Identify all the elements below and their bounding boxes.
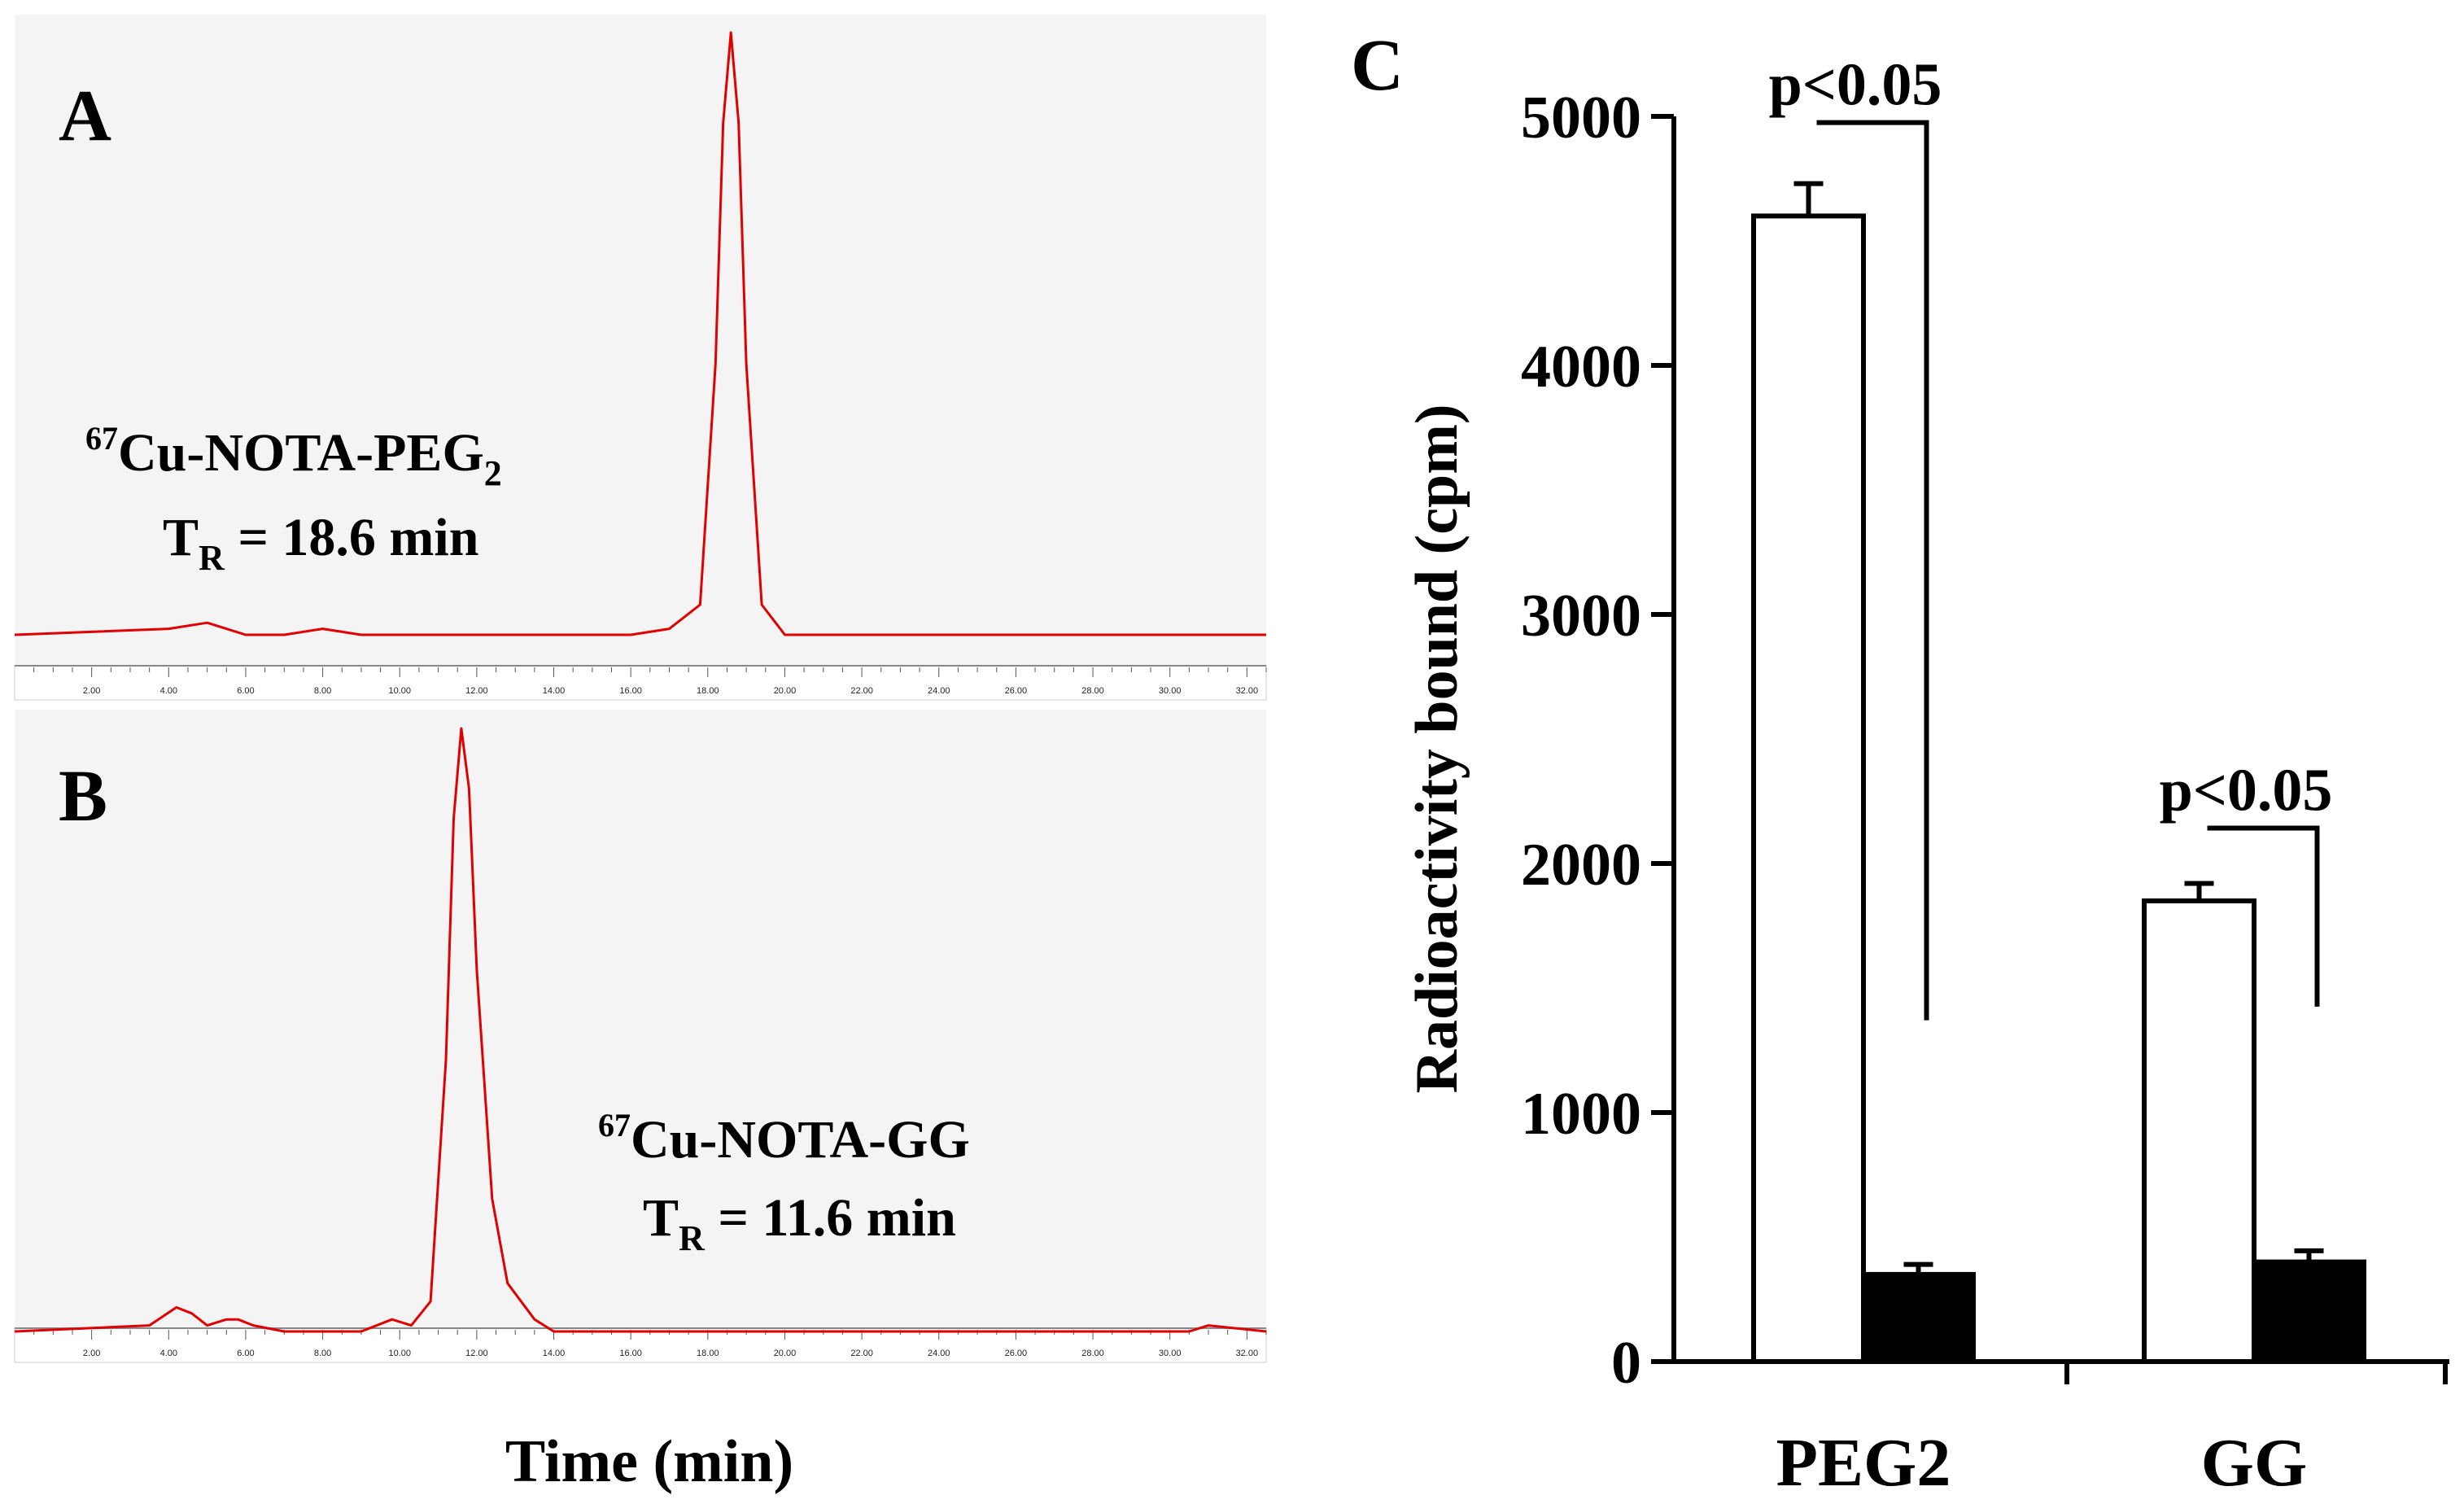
- y-tick-label: 2000: [1521, 832, 1641, 898]
- category-label: GG: [2201, 1425, 2308, 1501]
- time-tick-label: 32.00: [1236, 686, 1259, 696]
- panel-b-retention-time: TR = 11.6 min: [643, 1188, 956, 1258]
- time-tick-label: 20.00: [774, 686, 797, 696]
- time-tick-label: 24.00: [928, 1349, 950, 1358]
- y-tick-label: 5000: [1521, 85, 1641, 151]
- time-tick-label: 2.00: [83, 1349, 100, 1358]
- time-tick-label: 10.00: [388, 1349, 411, 1358]
- panel-a-compound-label: 67Cu-NOTA-PEG2: [85, 420, 502, 493]
- y-tick-label: 1000: [1521, 1081, 1641, 1148]
- bar-gg-filled: [2252, 1259, 2366, 1364]
- y-tick-label: 0: [1611, 1330, 1641, 1397]
- time-tick-label: 14.00: [543, 1349, 566, 1358]
- time-tick-label: 28.00: [1081, 1349, 1104, 1358]
- bar-gg-open: [2142, 898, 2256, 1364]
- time-tick-label: 18.00: [697, 1349, 719, 1358]
- y-tick-label: 3000: [1521, 583, 1641, 649]
- time-tick-label: 12.00: [465, 686, 488, 696]
- time-tick-label: 8.00: [314, 1349, 331, 1358]
- panel-b-letter: B: [59, 756, 107, 837]
- significance-label: p<0.05: [2160, 757, 2333, 824]
- time-tick-label: 30.00: [1159, 686, 1182, 696]
- time-tick-label: 24.00: [928, 686, 950, 696]
- time-tick-label: 2.00: [83, 686, 100, 696]
- time-tick-label: 20.00: [774, 1349, 797, 1358]
- significance-bracket: [2207, 825, 2320, 1007]
- category-label: PEG2: [1776, 1425, 1951, 1501]
- time-tick-label: 10.00: [388, 686, 411, 696]
- panel-a-letter: A: [59, 76, 111, 156]
- time-tick-label: 4.00: [160, 686, 177, 696]
- panel-a-axis-strip: [14, 665, 1267, 701]
- time-tick-label: 6.00: [237, 1349, 254, 1358]
- panel-c-letter: C: [1351, 25, 1404, 106]
- panel-a: 2.00 4.00 6.00 8.00 10.00 12.00 14.00 16.00 18.0…: [14, 15, 1267, 701]
- time-tick-label: 32.00: [1236, 1349, 1259, 1358]
- time-tick-label: 8.00: [314, 686, 331, 696]
- panel-b-axis-strip: [14, 1327, 1267, 1363]
- time-tick-label: 6.00: [237, 686, 254, 696]
- panel-b-background: [15, 710, 1266, 1328]
- time-tick-label: 16.00: [619, 1349, 642, 1358]
- significance-label: p<0.05: [1769, 52, 1942, 119]
- time-tick-label: 4.00: [160, 1349, 177, 1358]
- time-tick-label: 16.00: [619, 686, 642, 696]
- panel-b: 2.00 4.00 6.00 8.00 10.00 12.00 14.00 16.00 18.0…: [14, 710, 1267, 1363]
- time-tick-label: 28.00: [1081, 686, 1104, 696]
- time-tick-label: 14.00: [543, 686, 566, 696]
- panel-c: C Radioactivity bound (cpm) 0 1000 2000 300…: [1351, 25, 2449, 1501]
- bar-peg2-open: [1751, 213, 1866, 1364]
- panel-a-time-axis: 2.00 4.00 6.00 8.00 10.00 12.00 14.00 16.00 18.0…: [33, 667, 1267, 696]
- y-axis-label: Radioactivity bound (cpm): [1404, 404, 1470, 1094]
- time-tick-label: 18.00: [697, 686, 719, 696]
- bar-peg2-filled: [1861, 1271, 1976, 1365]
- bar-chart: 0 1000 2000 3000 4000 5000 PEG2 GG p<0.05 p<0.05: [1521, 52, 2449, 1501]
- y-tick-label: 4000: [1521, 334, 1641, 400]
- time-axis-label: Time (min): [505, 1428, 793, 1495]
- panel-b-compound-label: 67Cu-NOTA-GG: [598, 1107, 970, 1170]
- time-tick-label: 22.00: [850, 686, 873, 696]
- significance-bracket: [1816, 120, 1929, 1021]
- chromatogram-trace-b: [14, 727, 1267, 1333]
- time-tick-label: 26.00: [1005, 686, 1028, 696]
- panel-a-retention-time: TR = 18.6 min: [163, 508, 478, 578]
- time-tick-label: 12.00: [465, 1349, 488, 1358]
- time-tick-label: 26.00: [1005, 1349, 1028, 1358]
- time-tick-label: 30.00: [1159, 1349, 1182, 1358]
- time-tick-label: 22.00: [850, 1349, 873, 1358]
- chromatogram-trace-a: [14, 31, 1266, 636]
- panel-a-background: [15, 15, 1266, 666]
- panel-b-time-axis: 2.00 4.00 6.00 8.00 10.00 12.00 14.00 16.00 18.0…: [33, 1330, 1267, 1358]
